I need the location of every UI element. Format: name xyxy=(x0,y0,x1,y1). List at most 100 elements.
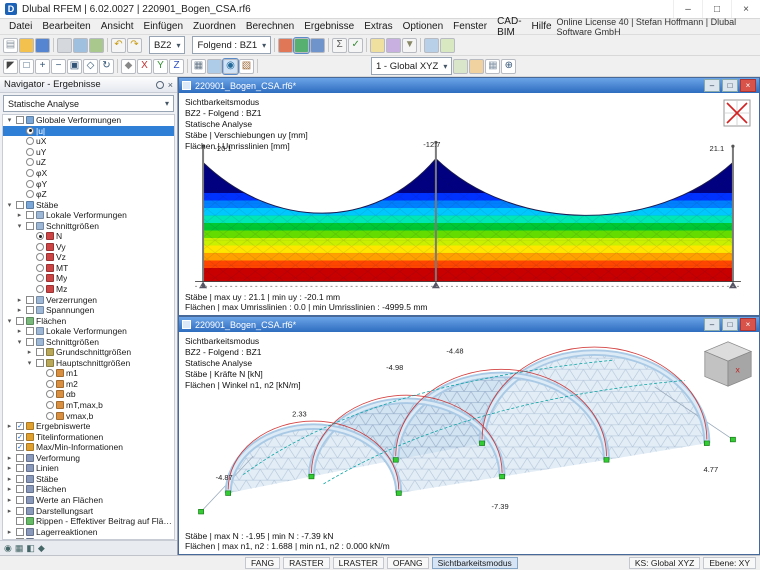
tree-radio[interactable] xyxy=(46,379,54,388)
tree-item-verzerrungen[interactable]: ▸ Verzerrungen xyxy=(3,294,174,305)
tree-item-m1[interactable]: m1 xyxy=(3,368,174,379)
viewport-canvas-bottom[interactable]: -4.87 2.33 -4.98 -4.48 4.77 -7.39 x Sichtbark… xyxy=(179,332,759,554)
tree-checkbox[interactable] xyxy=(16,485,24,494)
viewport-canvas-top[interactable]: -20.1 -12.7 21.1 Sichtbarkeitsmodus BZ2 - F… xyxy=(179,93,759,315)
add-load-case-icon[interactable] xyxy=(370,37,386,53)
tree-item-schnittgr-en[interactable]: ▾ Schnittgrößen xyxy=(3,220,174,231)
maximize-button[interactable]: □ xyxy=(702,0,731,18)
menu-item-ergebnisse[interactable]: Ergebnisse xyxy=(304,21,355,32)
tree-item-st-be[interactable]: ▸ Stäbe xyxy=(3,474,174,485)
view-cube-right-face[interactable] xyxy=(727,350,752,387)
tree-expander-icon[interactable]: ▸ xyxy=(7,454,12,462)
select-pointer-icon[interactable]: ◤ xyxy=(3,58,18,74)
tree-radio[interactable] xyxy=(46,411,54,420)
tree-item-fl-chen[interactable]: ▸ Flächen xyxy=(3,484,174,495)
tree-expander-icon[interactable]: ▾ xyxy=(27,359,32,367)
menu-item-ansicht[interactable]: Ansicht xyxy=(100,21,134,32)
display-tab-icon[interactable]: ▦ xyxy=(14,542,24,553)
view-z-icon[interactable]: Z xyxy=(169,58,184,74)
tree-item-titelinformationen[interactable]: ✓ Titelinformationen xyxy=(3,431,174,442)
tree-radio[interactable] xyxy=(26,179,34,188)
tree-checkbox[interactable] xyxy=(16,453,24,462)
legend-toggle-icon[interactable] xyxy=(440,37,456,53)
new-model-icon[interactable]: ▤ xyxy=(3,37,18,53)
tree-item-darstellungsart[interactable]: ▸ Darstellungsart xyxy=(3,505,174,516)
tree-checkbox[interactable] xyxy=(36,358,44,367)
redo-icon[interactable]: ↷ xyxy=(127,37,142,53)
coordinate-system-status[interactable]: KS: Global XYZ xyxy=(628,557,701,569)
tree-checkbox[interactable]: ✓ xyxy=(16,432,24,441)
tree-expander-icon[interactable]: ▾ xyxy=(7,317,12,325)
menu-item-zuordnen[interactable]: Zuordnen xyxy=(193,21,236,32)
tree-item-u[interactable]: |u| xyxy=(3,125,174,137)
viewport-close-button[interactable]: × xyxy=(740,79,756,92)
tree-checkbox[interactable] xyxy=(36,348,44,357)
tree-expander-icon[interactable]: ▸ xyxy=(17,307,22,315)
tree-item-lokale-verformungen[interactable]: ▸ Lokale Verformungen xyxy=(3,210,174,221)
viewport-bottom-title-bar[interactable]: 220901_Bogen_CSA.rf6* – □ × xyxy=(179,317,759,332)
menu-item-datei[interactable]: Datei xyxy=(9,21,33,32)
viewport-close-button[interactable]: × xyxy=(740,318,756,331)
tree-item-rippen-effektiver-beitrag-auf-fl-che-stab[interactable]: Rippen - Effektiver Beitrag auf Fläche/S… xyxy=(3,516,174,527)
tree-checkbox[interactable]: ✓ xyxy=(16,443,24,452)
rotate-view-icon[interactable]: ↻ xyxy=(99,58,114,74)
print-icon[interactable] xyxy=(57,37,72,53)
coordinate-system-icon[interactable]: ⊕ xyxy=(501,58,517,74)
load-case-combo[interactable]: BZ2 ▾ xyxy=(149,36,186,54)
tree-expander-icon[interactable]: ▸ xyxy=(7,465,12,473)
close-button[interactable]: × xyxy=(731,0,760,18)
snap-toggle-raster[interactable]: RASTER xyxy=(283,557,330,569)
menu-item-einf-gen[interactable]: Einfügen xyxy=(143,21,184,32)
solid-mode-icon[interactable] xyxy=(207,58,222,74)
tree-checkbox[interactable] xyxy=(26,211,34,220)
wireframe-mode-icon[interactable]: ▦ xyxy=(191,58,206,74)
tree-radio[interactable] xyxy=(36,274,44,283)
tree-radio[interactable] xyxy=(46,390,54,399)
tree-checkbox[interactable] xyxy=(16,495,24,504)
load-combination-icon[interactable] xyxy=(386,37,402,53)
tree-checkbox[interactable] xyxy=(16,116,24,125)
tree-expander-icon[interactable]: ▸ xyxy=(27,349,32,357)
tree-checkbox[interactable] xyxy=(16,474,24,483)
tree-checkbox[interactable] xyxy=(26,221,34,230)
tree-radio[interactable] xyxy=(26,158,34,167)
tree-expander-icon[interactable]: ▾ xyxy=(7,117,12,125)
tree-item-b[interactable]: αb xyxy=(3,389,174,400)
tree-expander-icon[interactable]: ▾ xyxy=(17,338,22,346)
tree-radio[interactable] xyxy=(36,263,44,272)
tree-expander-icon[interactable]: ▸ xyxy=(7,475,12,483)
tree-item-vz[interactable]: Vz xyxy=(3,252,174,263)
tree-item-my[interactable]: My xyxy=(3,273,174,284)
open-model-icon[interactable] xyxy=(19,37,34,53)
save-model-icon[interactable] xyxy=(35,37,50,53)
tree-checkbox[interactable] xyxy=(16,200,24,209)
tree-expander-icon[interactable]: ▸ xyxy=(7,507,12,515)
tree-item-linien[interactable]: ▸ Linien xyxy=(3,463,174,474)
tree-expander-icon[interactable]: ▸ xyxy=(17,328,22,336)
navigator-toggle-icon[interactable] xyxy=(73,37,88,53)
visibility-mode-icon[interactable]: ◉ xyxy=(222,57,239,75)
tree-checkbox[interactable] xyxy=(16,517,24,526)
snap-toggle-fang[interactable]: FANG xyxy=(245,557,281,569)
coordinate-system-combo[interactable]: 1 - Global XYZ ▾ xyxy=(371,57,453,75)
clipping-box-icon[interactable]: ▧ xyxy=(239,58,254,74)
menu-item-berechnen[interactable]: Berechnen xyxy=(245,21,295,32)
tree-radio[interactable] xyxy=(36,232,44,241)
tree-item-fl-chen[interactable]: ▾ Flächen xyxy=(3,315,174,326)
tree-item-ux[interactable]: uX xyxy=(3,136,174,147)
tree-expander-icon[interactable]: ▸ xyxy=(17,212,22,220)
menu-item-bearbeiten[interactable]: Bearbeiten xyxy=(42,21,91,32)
tree-checkbox[interactable] xyxy=(26,306,34,315)
tree-item-hauptschnittgr-en[interactable]: ▾ Hauptschnittgrößen xyxy=(3,358,174,369)
tree-radio[interactable] xyxy=(36,242,44,251)
show-results-icon[interactable] xyxy=(293,36,311,54)
check-model-icon[interactable]: ✓ xyxy=(348,37,364,53)
tree-checkbox[interactable] xyxy=(16,538,24,539)
tree-item-y[interactable]: φY xyxy=(3,178,174,189)
tree-item-uz[interactable]: uZ xyxy=(3,157,174,168)
menu-item-optionen[interactable]: Optionen xyxy=(402,21,444,32)
views-tab-icon[interactable]: ◧ xyxy=(26,542,35,553)
filter-results-icon[interactable]: ▼ xyxy=(402,37,418,53)
navigator-close-icon[interactable]: × xyxy=(167,79,173,90)
menu-item-cad-bim[interactable]: CAD-BIM xyxy=(497,15,522,38)
